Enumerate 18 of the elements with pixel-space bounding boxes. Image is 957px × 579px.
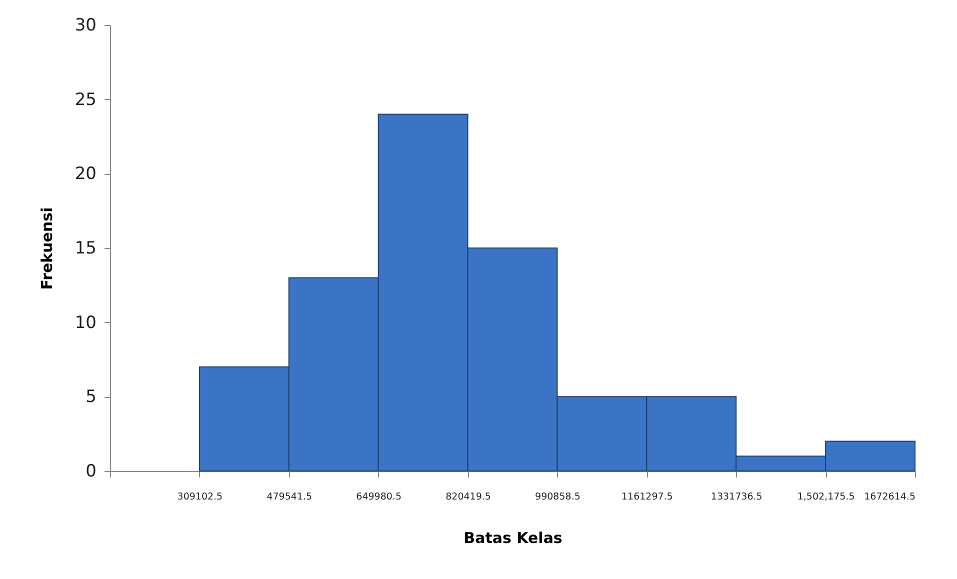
x-tick-label: 1,502,175.5	[797, 492, 855, 502]
y-tick-label: 0	[86, 462, 96, 482]
x-tick-label: 309102.5	[177, 492, 223, 502]
y-tick-label: 25	[74, 90, 96, 110]
x-tick-label: 990858.5	[535, 492, 580, 502]
y-tick-label: 10	[74, 312, 96, 333]
x-tick-label: 649980.5	[356, 492, 402, 502]
y-tick-label: 20	[74, 164, 96, 184]
x-tick-label: 1331736.5	[710, 492, 762, 502]
y-tick-label: 30	[74, 16, 96, 36]
x-tick-label: 1672614.5	[864, 492, 916, 502]
x-tick-label: 820419.5	[446, 492, 491, 502]
y-axis-title: Frekuensi	[38, 207, 56, 290]
x-axis-title: Batas Kelas	[464, 529, 562, 547]
y-tick-label: 5	[86, 387, 96, 408]
x-tick-label: 479541.5	[266, 492, 312, 502]
y-tick-label: 15	[74, 238, 96, 258]
x-tick-label: 1161297.5	[621, 492, 673, 502]
